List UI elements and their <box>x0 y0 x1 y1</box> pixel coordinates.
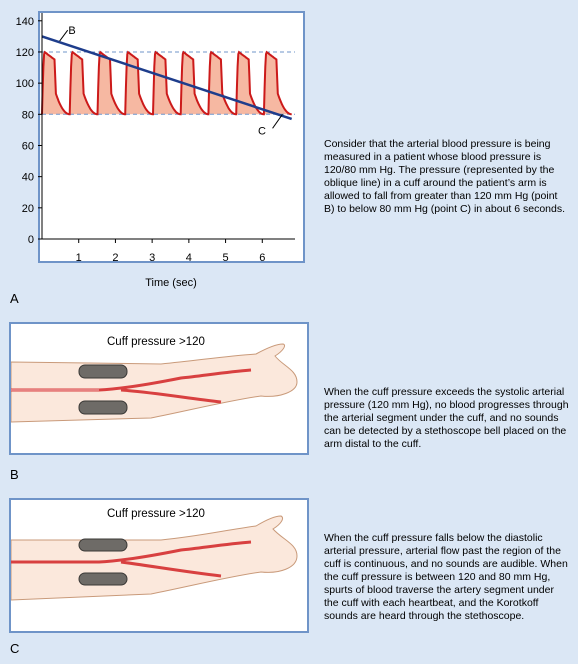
artery <box>11 368 252 404</box>
arm-shape <box>11 515 298 601</box>
y-tick-label: 80 <box>22 109 34 121</box>
x-axis-label: Time (sec) <box>145 277 197 289</box>
pressure-chart: B C 0 20 40 60 80 100 120 140 1 2 3 4 5 6 Time (sec) <box>16 13 295 289</box>
point-b-label: B <box>68 25 75 37</box>
arm-panel-b: Cuff pressure >120 <box>9 322 309 455</box>
panel-a-letter: A <box>10 291 19 306</box>
x-tick-label: 3 <box>149 252 155 264</box>
panel-a-caption: Consider that the arterial blood pressur… <box>324 138 566 215</box>
y-tick-label: 20 <box>22 203 34 215</box>
x-tick-label: 4 <box>186 252 192 264</box>
y-tick-label: 60 <box>22 140 34 152</box>
x-tick-label: 6 <box>259 252 265 264</box>
artery <box>11 540 252 578</box>
point-c-label: C <box>258 125 266 137</box>
point-b-leader <box>59 29 69 42</box>
chart-panel <box>38 11 305 263</box>
arm-panel-c: Cuff pressure >120 <box>9 498 309 633</box>
y-tick-label: 120 <box>16 47 34 59</box>
arm-illustration-c <box>11 515 298 601</box>
point-c-leader <box>272 114 283 129</box>
arm-illustration-b <box>11 343 298 423</box>
x-tick-label: 2 <box>112 252 118 264</box>
x-tick-label: 1 <box>76 252 82 264</box>
cuff-bottom-b <box>78 400 128 415</box>
panel-b-letter: B <box>10 467 19 482</box>
panel-c-caption: When the cuff pressure falls below the d… <box>324 532 568 622</box>
cuff-bottom-c <box>78 572 128 586</box>
waveform-fill <box>42 52 292 115</box>
cuff-top-b <box>78 364 128 379</box>
cuff-pressure-line <box>41 35 293 121</box>
cuff-top-c <box>78 538 128 552</box>
arterial-waveform <box>41 50 292 116</box>
x-tick-label: 5 <box>223 252 229 264</box>
y-tick-label: 100 <box>16 78 34 90</box>
panel-b-caption: When the cuff pressure exceeds the systo… <box>324 386 569 450</box>
y-tick-label: 40 <box>22 172 34 184</box>
y-tick-label: 0 <box>28 234 34 246</box>
y-tick-label: 140 <box>16 16 34 28</box>
panel-c-letter: C <box>10 641 20 656</box>
cuff-pressure-label-c: Cuff pressure >120 <box>107 508 205 520</box>
cuff-pressure-label-b: Cuff pressure >120 <box>107 336 205 348</box>
